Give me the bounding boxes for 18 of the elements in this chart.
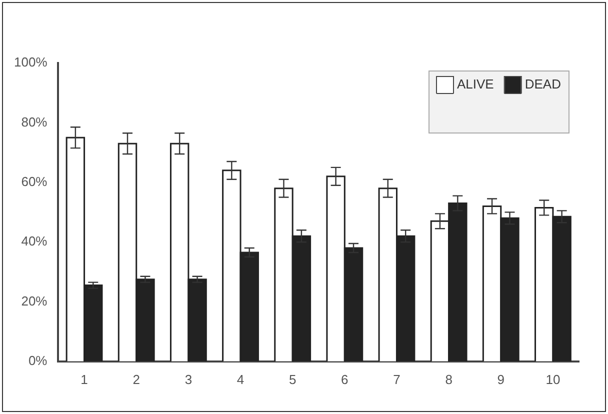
legend-label: ALIVE (457, 76, 494, 92)
y-tick-label: 20% (21, 293, 48, 308)
x-tick-label: 7 (393, 372, 400, 387)
y-tick-label: 80% (21, 114, 48, 130)
x-tick-label: 4 (236, 372, 244, 387)
y-tick-label: 40% (21, 234, 48, 249)
y-tick-label: 60% (21, 174, 48, 189)
x-tick-label: 9 (497, 372, 505, 387)
x-tick-label: 6 (341, 372, 348, 387)
y-tick-label: 100% (14, 54, 48, 70)
x-tick-label: 10 (546, 372, 560, 387)
x-tick-label: 8 (445, 372, 452, 387)
x-tick-label: 1 (80, 372, 88, 387)
x-tick-label: 5 (288, 372, 296, 387)
legend-label: DEAD (524, 76, 561, 92)
x-tick-label: 2 (132, 372, 140, 387)
x-tick-label: 3 (184, 372, 192, 387)
y-tick-label: 0% (28, 352, 48, 368)
